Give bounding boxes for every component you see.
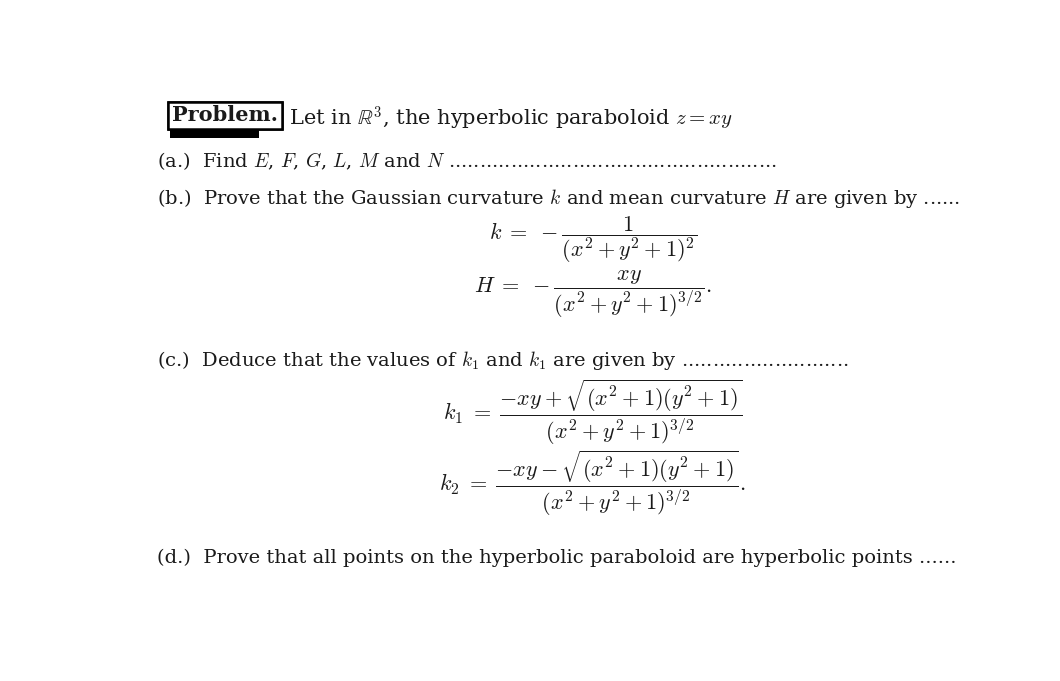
Text: $k_1 \;=\; \dfrac{-xy+\sqrt{(x^2+1)(y^2+1)}}{(x^2+y^2+1)^{3/2}}$: $k_1 \;=\; \dfrac{-xy+\sqrt{(x^2+1)(y^2+… — [443, 377, 742, 447]
Text: Problem.: Problem. — [172, 106, 278, 125]
Text: Problem.: Problem. — [172, 106, 278, 125]
Text: $H \;=\; -\dfrac{xy}{(x^2+y^2+1)^{3/2}}.$: $H \;=\; -\dfrac{xy}{(x^2+y^2+1)^{3/2}}.… — [474, 268, 711, 320]
Text: $k \;=\; -\dfrac{1}{(x^2+y^2+1)^2}$: $k \;=\; -\dfrac{1}{(x^2+y^2+1)^2}$ — [489, 214, 696, 264]
Text: (d.)  Prove that all points on the hyperbolic paraboloid are hyperbolic points .: (d.) Prove that all points on the hyperb… — [157, 548, 956, 567]
Text: (c.)  Deduce that the values of $k_1$ and $k_1$ are given by ...................: (c.) Deduce that the values of $k_1$ and… — [157, 349, 849, 372]
Text: (a.)  Find $E$, $F$, $G$, $L$, $M$ and $N$ .....................................: (a.) Find $E$, $F$, $G$, $L$, $M$ and $N… — [157, 150, 777, 172]
Text: Let in $\mathbb{R}^3$, the hyperbolic paraboloid $z=xy$: Let in $\mathbb{R}^3$, the hyperbolic pa… — [277, 106, 732, 133]
Text: $k_2 \;=\; \dfrac{-xy-\sqrt{(x^2+1)(y^2+1)}}{(x^2+y^2+1)^{3/2}}.$: $k_2 \;=\; \dfrac{-xy-\sqrt{(x^2+1)(y^2+… — [439, 448, 746, 518]
FancyBboxPatch shape — [171, 127, 259, 138]
Text: (b.)  Prove that the Gaussian curvature $k$ and mean curvature $H$ are given by : (b.) Prove that the Gaussian curvature $… — [157, 187, 960, 210]
